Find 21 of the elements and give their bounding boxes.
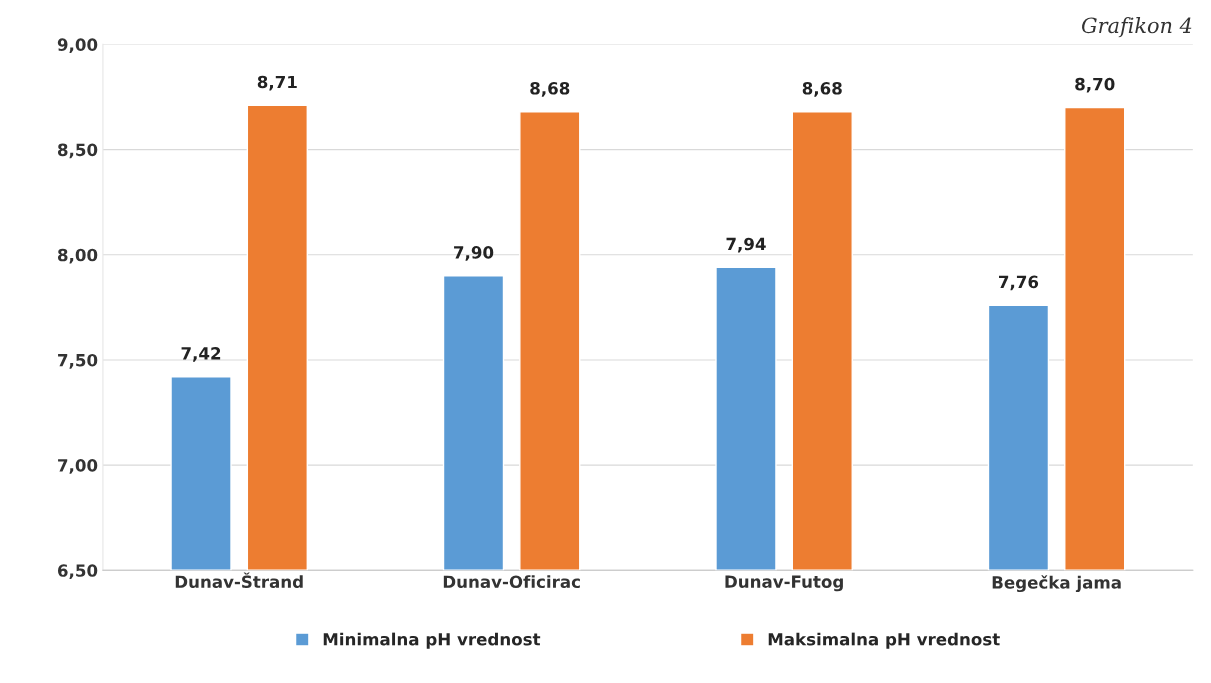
data-label: 8,68 [530, 81, 570, 97]
y-tick-label: 9,00 [57, 38, 98, 54]
data-label: 7,42 [181, 347, 221, 362]
legend-label: Minimalna pH vrednost [323, 632, 541, 649]
y-tick-label: 8,00 [57, 248, 98, 264]
data-label: 8,68 [802, 81, 842, 97]
y-tick-label: 7,00 [58, 459, 98, 474]
x-tick-label: Dunav-Štrand [175, 572, 303, 589]
text: Grafikon 4 [1081, 17, 1192, 38]
data-label: 7,94 [726, 237, 766, 253]
y-tick-label: 8,50 [57, 143, 98, 159]
data-label: 8,70 [1075, 77, 1115, 93]
x-tick-label: Dunav-Oficirac [443, 575, 580, 589]
y-tick-label: 7,50 [58, 353, 98, 369]
data-label: 7,90 [454, 246, 494, 261]
x-tick-label: Begečka jama [992, 575, 1121, 593]
legend-label: Maksimalna pH vrednost [768, 632, 1000, 649]
y-tick-label: 6,50 [57, 564, 98, 579]
x-tick-label: Dunav-Futog [725, 575, 843, 592]
data-label: 8,71 [257, 75, 297, 91]
data-label: 7,76 [999, 275, 1039, 291]
